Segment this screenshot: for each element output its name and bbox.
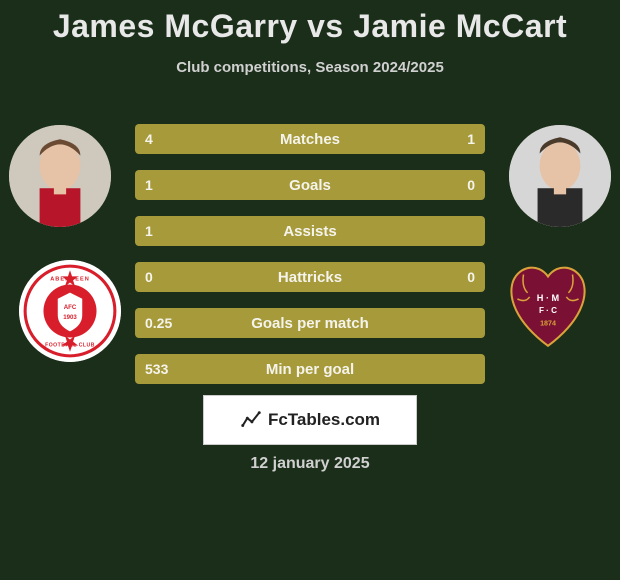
- stat-label: Goals: [289, 177, 331, 194]
- stat-row: 533 Min per goal: [135, 354, 485, 384]
- subtitle: Club competitions, Season 2024/2025: [0, 59, 620, 76]
- stat-label: Matches: [280, 131, 340, 148]
- stats-container: 4 Matches 1 1 Goals 0 1 Assists 0 Hattri…: [135, 124, 485, 400]
- svg-text:H · M: H · M: [537, 293, 560, 303]
- svg-text:F · C: F · C: [539, 306, 557, 315]
- stat-right-value: 1: [467, 131, 475, 147]
- svg-text:1874: 1874: [540, 319, 556, 327]
- brand-text: FcTables.com: [268, 410, 380, 430]
- stat-left-value: 533: [145, 361, 168, 377]
- stat-left-value: 1: [145, 177, 153, 193]
- svg-text:ABERDEEN: ABERDEEN: [50, 276, 90, 282]
- stat-row: 0 Hattricks 0: [135, 262, 485, 292]
- page-title: James McGarry vs Jamie McCart: [0, 0, 620, 45]
- club-right-logo: H · M F · C 1874: [497, 252, 599, 354]
- chart-icon: [240, 409, 262, 431]
- stat-label: Hattricks: [278, 269, 342, 286]
- brand-link[interactable]: FcTables.com: [203, 395, 417, 445]
- player-right-avatar: [509, 125, 611, 227]
- svg-text:FOOTBALL CLUB: FOOTBALL CLUB: [45, 343, 95, 349]
- svg-text:AFC: AFC: [64, 304, 77, 311]
- stat-left-value: 0.25: [145, 315, 172, 331]
- stat-label: Assists: [283, 223, 336, 240]
- stat-left-value: 4: [145, 131, 153, 147]
- stat-label: Min per goal: [266, 361, 354, 378]
- stat-left-value: 0: [145, 269, 153, 285]
- stat-right-value: 0: [467, 269, 475, 285]
- stat-row: 0.25 Goals per match: [135, 308, 485, 338]
- stat-label: Goals per match: [251, 315, 369, 332]
- footer-date: 12 january 2025: [250, 455, 369, 473]
- svg-text:1903: 1903: [63, 314, 77, 321]
- stat-row: 1 Goals 0: [135, 170, 485, 200]
- player-left-avatar: [9, 125, 111, 227]
- stat-left-value: 1: [145, 223, 153, 239]
- stat-right-value: 0: [467, 177, 475, 193]
- stat-row: 4 Matches 1: [135, 124, 485, 154]
- club-left-logo: AFC 1903 ABERDEEN FOOTBALL CLUB: [19, 260, 121, 362]
- stat-row: 1 Assists: [135, 216, 485, 246]
